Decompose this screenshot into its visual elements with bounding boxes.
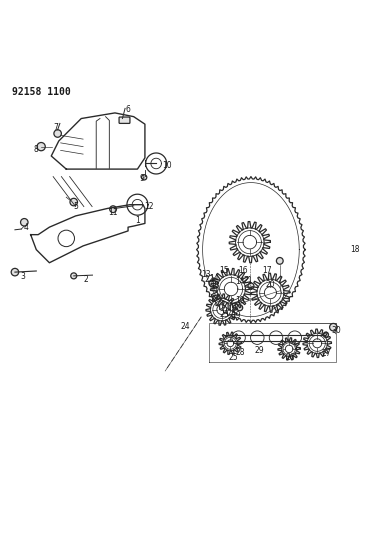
Circle shape <box>209 280 216 287</box>
Text: 7: 7 <box>54 124 59 132</box>
Circle shape <box>141 175 147 180</box>
Text: 8: 8 <box>34 145 39 154</box>
Text: 4: 4 <box>24 223 29 232</box>
Circle shape <box>11 269 19 276</box>
Text: 16: 16 <box>239 266 248 276</box>
Circle shape <box>37 142 45 151</box>
Circle shape <box>54 130 61 138</box>
Text: 17: 17 <box>262 266 271 276</box>
Text: 3: 3 <box>21 272 26 281</box>
Circle shape <box>237 305 243 311</box>
Text: 14: 14 <box>235 277 244 286</box>
Circle shape <box>214 287 218 291</box>
Text: 23: 23 <box>220 310 229 319</box>
FancyBboxPatch shape <box>119 117 130 124</box>
Text: 22: 22 <box>205 275 214 284</box>
Circle shape <box>71 273 77 279</box>
Circle shape <box>110 206 117 213</box>
Text: 12: 12 <box>144 202 153 211</box>
Text: 11: 11 <box>108 208 118 217</box>
Text: 13: 13 <box>201 270 211 279</box>
Text: 5: 5 <box>73 202 78 211</box>
Text: 19: 19 <box>236 296 245 305</box>
Text: 30: 30 <box>331 326 341 335</box>
Text: 18: 18 <box>350 245 359 254</box>
Text: 28: 28 <box>236 348 245 357</box>
Text: 24: 24 <box>180 322 190 331</box>
Circle shape <box>330 324 337 331</box>
Text: 6: 6 <box>126 106 130 115</box>
Circle shape <box>21 219 28 226</box>
Circle shape <box>248 283 254 289</box>
Text: 26: 26 <box>285 353 295 362</box>
Circle shape <box>276 257 283 264</box>
Text: 15: 15 <box>219 266 228 274</box>
Text: 27: 27 <box>321 349 331 358</box>
Text: 21: 21 <box>244 276 253 285</box>
Text: 29: 29 <box>254 346 264 356</box>
Circle shape <box>70 198 77 206</box>
Text: 25: 25 <box>228 353 238 362</box>
Text: 9: 9 <box>140 174 145 183</box>
Text: 19: 19 <box>231 311 241 320</box>
Text: 92158 1100: 92158 1100 <box>12 87 71 98</box>
Circle shape <box>323 332 329 337</box>
Text: 1: 1 <box>135 216 140 225</box>
Text: 10: 10 <box>162 161 172 170</box>
Text: 2: 2 <box>84 274 88 284</box>
Text: 20: 20 <box>265 280 275 289</box>
Text: 14: 14 <box>209 274 219 283</box>
Text: 13: 13 <box>210 281 220 290</box>
